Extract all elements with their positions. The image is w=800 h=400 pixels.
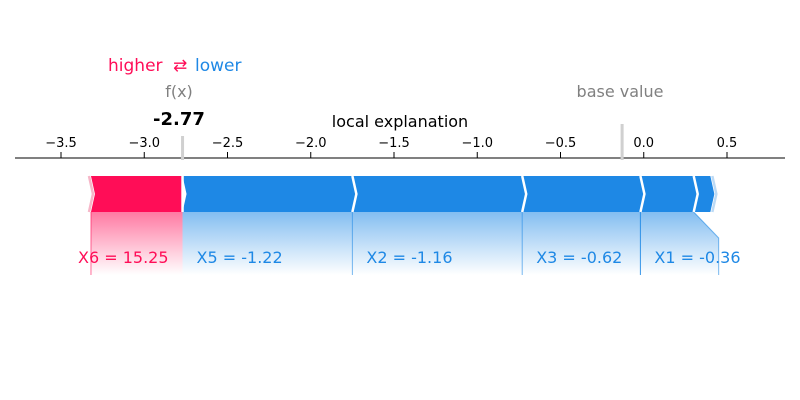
legend-higher-label: higher	[108, 56, 163, 76]
feature-bars	[87, 175, 718, 213]
feature-labels: X6 = 15.25 X5 = -1.22 X2 = -1.16 X3 = -0.62…	[78, 248, 741, 267]
bar-end-cap	[711, 175, 718, 213]
x-axis-ticks: −3.5 −3.0 −2.5 −2.0 −1.5 −1.0 −0.5 0.0 0.5	[45, 136, 737, 158]
feature-label: X1 = -0.36	[654, 248, 740, 267]
feature-bar	[182, 176, 357, 212]
feature-label: X3 = -0.62	[536, 248, 622, 267]
feature-bar	[522, 176, 645, 212]
feature-shade	[522, 212, 641, 275]
feature-label: X2 = -1.16	[366, 248, 452, 267]
x-tick-label: −1.0	[461, 136, 493, 151]
feature-bar	[90, 176, 183, 212]
feature-label: X6 = 15.25	[78, 248, 169, 267]
x-tick-label: −3.5	[45, 136, 77, 151]
x-tick-label: −2.5	[212, 136, 244, 151]
legend-lower-label: lower	[195, 56, 241, 76]
feature-label: X5 = -1.22	[197, 248, 283, 267]
bar-separator	[351, 175, 358, 213]
chart-title: local explanation	[332, 112, 468, 131]
x-tick-label: −0.5	[545, 136, 577, 151]
base-value-label: base value	[577, 82, 664, 101]
bar-separator	[692, 175, 699, 213]
bar-separator	[520, 175, 528, 213]
feature-shade	[352, 212, 523, 275]
feature-shade	[640, 212, 719, 275]
x-tick-label: 0.0	[633, 136, 654, 151]
x-tick-label: −3.0	[128, 136, 160, 151]
x-tick-label: −2.0	[295, 136, 327, 151]
legend-arrow-icon: ⇄	[173, 56, 187, 76]
x-tick-label: −1.5	[378, 136, 410, 151]
bar-separator	[639, 175, 646, 213]
output-value-label: -2.77	[153, 109, 205, 130]
output-name-label: f(x)	[165, 82, 193, 101]
feature-shade	[182, 212, 353, 275]
feature-shades	[90, 211, 720, 275]
feature-bar	[693, 176, 715, 212]
feature-shade	[90, 212, 183, 275]
x-tick-label: 0.5	[717, 136, 738, 151]
bar-end-cap	[87, 175, 95, 213]
feature-divider	[693, 211, 720, 275]
feature-bar	[640, 176, 698, 212]
feature-bar	[352, 176, 527, 212]
